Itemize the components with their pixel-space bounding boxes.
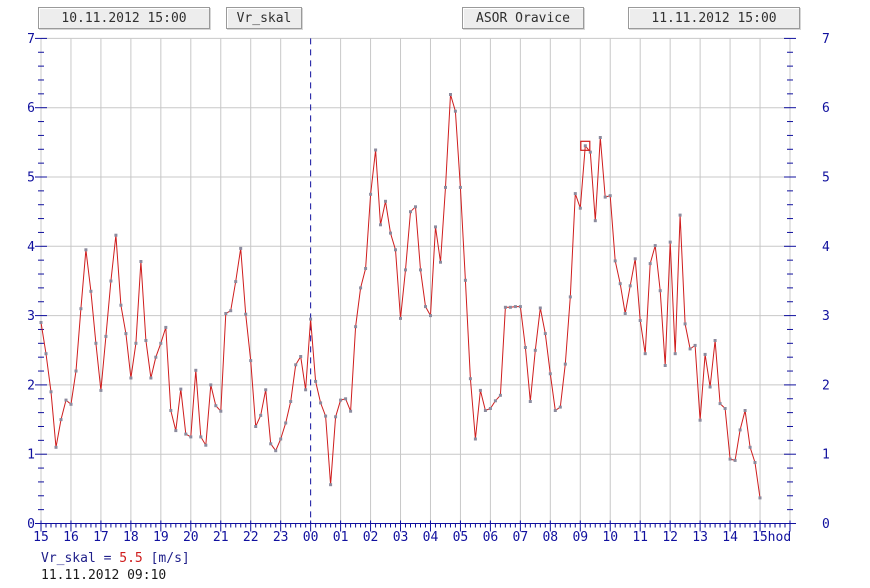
svg-text:1: 1	[822, 448, 830, 463]
svg-text:3: 3	[27, 309, 35, 324]
svg-text:2: 2	[822, 378, 830, 393]
svg-text:7: 7	[822, 32, 830, 47]
y-axis-left	[35, 37, 47, 524]
end-datetime-label: 11.11.2012 15:00	[651, 10, 777, 26]
svg-text:12: 12	[662, 530, 678, 545]
svg-text:7: 7	[27, 32, 35, 47]
readout-timestamp: 11.11.2012 09:10	[41, 568, 167, 583]
svg-text:0: 0	[27, 517, 35, 532]
selected-time-readout: 11.11.2012 09:10	[41, 568, 166, 583]
start-datetime-label: 10.11.2012 15:00	[61, 10, 187, 26]
svg-text:5: 5	[822, 171, 830, 186]
svg-text:05: 05	[453, 530, 469, 545]
svg-text:09: 09	[572, 530, 588, 545]
svg-text:23: 23	[273, 530, 289, 545]
svg-text:04: 04	[423, 530, 439, 545]
svg-text:15hod: 15hod	[752, 530, 791, 545]
svg-text:07: 07	[513, 530, 529, 545]
svg-text:21: 21	[213, 530, 229, 545]
svg-text:6: 6	[27, 101, 35, 116]
station-label: ASOR Oravice	[476, 10, 570, 26]
x-axis	[40, 520, 791, 532]
readout-unit: [m/s]	[150, 551, 190, 566]
svg-text:6: 6	[822, 101, 830, 116]
svg-text:17: 17	[93, 530, 109, 545]
svg-text:13: 13	[692, 530, 708, 545]
svg-text:3: 3	[822, 309, 830, 324]
svg-text:06: 06	[483, 530, 499, 545]
readout-equals: =	[103, 551, 112, 566]
svg-text:20: 20	[183, 530, 199, 545]
svg-text:10: 10	[602, 530, 618, 545]
station-box[interactable]: ASOR Oravice	[462, 7, 584, 29]
svg-text:00: 00	[303, 530, 319, 545]
data-point-markers	[39, 93, 762, 500]
channel-box[interactable]: Vr_skal	[226, 7, 302, 29]
y-axis-right	[784, 37, 796, 524]
svg-text:14: 14	[722, 530, 738, 545]
selected-point-marker[interactable]	[580, 140, 591, 151]
svg-text:15: 15	[33, 530, 49, 545]
svg-text:2: 2	[27, 378, 35, 393]
svg-text:16: 16	[63, 530, 79, 545]
readout-series-label: Vr_skal	[41, 551, 96, 566]
end-datetime-box[interactable]: 11.11.2012 15:00	[628, 7, 800, 29]
start-datetime-box[interactable]: 10.11.2012 15:00	[38, 7, 210, 29]
y-axis-labels-right: 0 1 2 3 4 5 6 7	[822, 32, 830, 532]
wind-speed-chart[interactable]: 15 16 17 18 19 20 21 22 23 00 01 02 03 04 05 06 07 08 09 10…	[0, 0, 870, 548]
channel-label: Vr_skal	[236, 10, 292, 26]
svg-text:0: 0	[822, 517, 830, 532]
svg-text:08: 08	[542, 530, 558, 545]
svg-text:4: 4	[822, 240, 830, 255]
horizontal-gridlines	[41, 37, 790, 455]
readout-value: 5.5	[119, 551, 143, 566]
selected-value-readout: Vr_skal = 5.5 [m/s]	[41, 551, 190, 566]
svg-text:1: 1	[27, 448, 35, 463]
svg-text:19: 19	[153, 530, 169, 545]
svg-text:11: 11	[632, 530, 648, 545]
svg-text:18: 18	[123, 530, 139, 545]
svg-text:02: 02	[363, 530, 379, 545]
x-axis-tick-labels: 15 16 17 18 19 20 21 22 23 00 01 02 03 04 05 06 07 08 09 10…	[33, 530, 791, 545]
y-axis-labels-left: 0 1 2 3 4 5 6 7	[27, 32, 35, 532]
svg-text:4: 4	[27, 240, 35, 255]
vertical-gridlines	[40, 38, 791, 524]
svg-text:01: 01	[333, 530, 349, 545]
svg-text:22: 22	[243, 530, 259, 545]
svg-text:03: 03	[393, 530, 409, 545]
svg-text:5: 5	[27, 171, 35, 186]
